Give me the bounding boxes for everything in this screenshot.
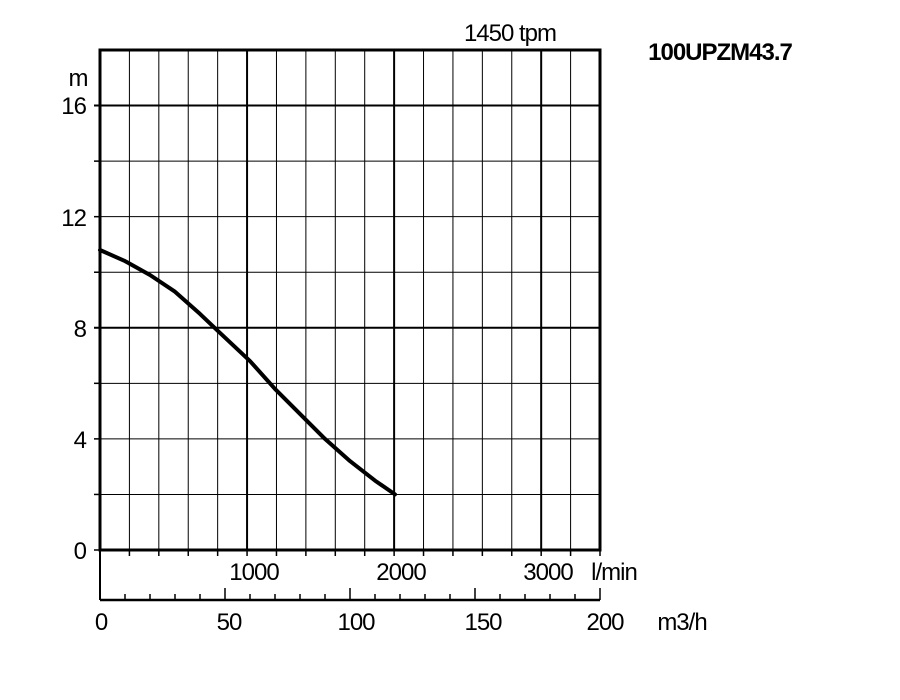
- x-lpm-unit: l/min: [591, 559, 637, 586]
- y-tick-label: 16: [61, 93, 86, 120]
- series-line: [98, 248, 397, 497]
- x-m3h-tick-labels: 0 50 100 150 200 m3/h: [95, 609, 708, 636]
- x-m3h-tick-label: 0: [95, 609, 108, 636]
- x-lpm-tick-label: 2000: [376, 559, 426, 586]
- x-lpm-ticks: [99, 550, 601, 556]
- x-lpm-tick-label: 3000: [523, 559, 573, 586]
- x-m3h-unit: m3/h: [657, 609, 706, 636]
- x-m3h-tick-label: 150: [464, 609, 502, 636]
- y-tick-label: 12: [61, 205, 86, 232]
- y-tick-labels: 0 4 8 12 16: [61, 93, 87, 565]
- x-m3h-ticks: [99, 588, 601, 600]
- x-lpm-tick-labels: 1000 2000 3000 l/min: [229, 559, 638, 586]
- x-m3h-tick-label: 100: [337, 609, 375, 636]
- y-tick-label: 8: [74, 316, 87, 343]
- x-lpm-tick-label: 1000: [229, 559, 279, 586]
- plot-frame: [98, 48, 602, 552]
- x-m3h-tick-label: 50: [217, 609, 242, 636]
- grid: [94, 50, 600, 551]
- y-tick-label: 4: [74, 427, 87, 454]
- x-m3h-tick-label: 200: [586, 609, 624, 636]
- y-tick-label: 0: [74, 538, 87, 565]
- chart-title: 100UPZM43.7: [648, 39, 792, 66]
- speed-label: 1450 tpm: [464, 20, 556, 47]
- y-axis-label: m: [69, 65, 88, 92]
